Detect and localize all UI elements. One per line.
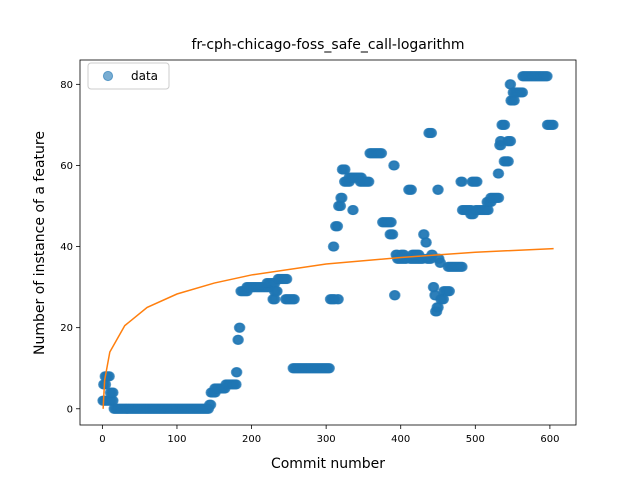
data-point [232, 367, 243, 378]
chart-title: fr-cph-chicago-foss_safe_call-logarithm [191, 37, 464, 53]
legend-label-data: data [131, 69, 158, 83]
plot-area [97, 71, 559, 414]
data-point [282, 273, 293, 285]
fit-line [102, 247, 554, 409]
data-point [506, 136, 517, 147]
data-point [332, 221, 344, 232]
data-point [503, 156, 514, 167]
x-tick-label: 200 [242, 434, 261, 445]
x-tick-label: 300 [317, 434, 336, 445]
data-point [324, 363, 335, 374]
data-point [426, 127, 438, 139]
x-tick-label: 600 [540, 434, 559, 445]
data-point [329, 241, 340, 252]
data-point [457, 261, 468, 272]
data-point [406, 184, 418, 195]
data-point [433, 184, 444, 195]
scatter-points [97, 71, 559, 414]
x-axis-label: Commit number [271, 456, 385, 472]
data-point [494, 168, 505, 179]
y-tick-label: 40 [60, 242, 73, 253]
data-point [457, 176, 468, 187]
data-point [421, 237, 432, 248]
data-point [472, 176, 483, 187]
y-tick-label: 20 [60, 323, 73, 334]
data-point [333, 294, 344, 305]
data-point [108, 387, 119, 398]
y-tick-label: 80 [60, 80, 73, 91]
x-tick-label: 0 [99, 434, 105, 445]
x-tick-label: 500 [466, 434, 485, 445]
data-point [517, 87, 529, 98]
data-point [500, 119, 511, 130]
axes-frame [79, 59, 577, 426]
data-point [389, 160, 400, 171]
x-tick-label: 100 [167, 434, 186, 445]
data-point [444, 286, 456, 297]
data-point [337, 192, 348, 203]
legend: data [87, 62, 170, 90]
x-tick-label: 400 [391, 434, 410, 445]
y-tick-label: 60 [60, 161, 73, 172]
data-point [386, 217, 397, 228]
data-point [494, 192, 505, 203]
y-axis-ticks: 0 20 40 60 80 [60, 80, 80, 415]
data-point [548, 119, 559, 130]
y-axis-label: Number of instance of a feature [32, 131, 48, 355]
data-point [206, 399, 217, 410]
data-point [231, 379, 242, 390]
data-point [272, 286, 283, 297]
data-point [388, 229, 399, 240]
data-point [376, 148, 388, 159]
data-point [233, 334, 244, 345]
data-point [289, 294, 300, 305]
data-point [348, 204, 359, 216]
legend-marker-data [102, 70, 114, 82]
data-point [235, 322, 246, 333]
legend-box [87, 62, 170, 90]
data-point [364, 176, 375, 187]
x-axis-ticks: 0 100 200 300 400 500 600 [99, 425, 559, 445]
data-point [542, 71, 553, 82]
data-point [390, 290, 401, 301]
y-tick-label: 0 [67, 404, 73, 415]
